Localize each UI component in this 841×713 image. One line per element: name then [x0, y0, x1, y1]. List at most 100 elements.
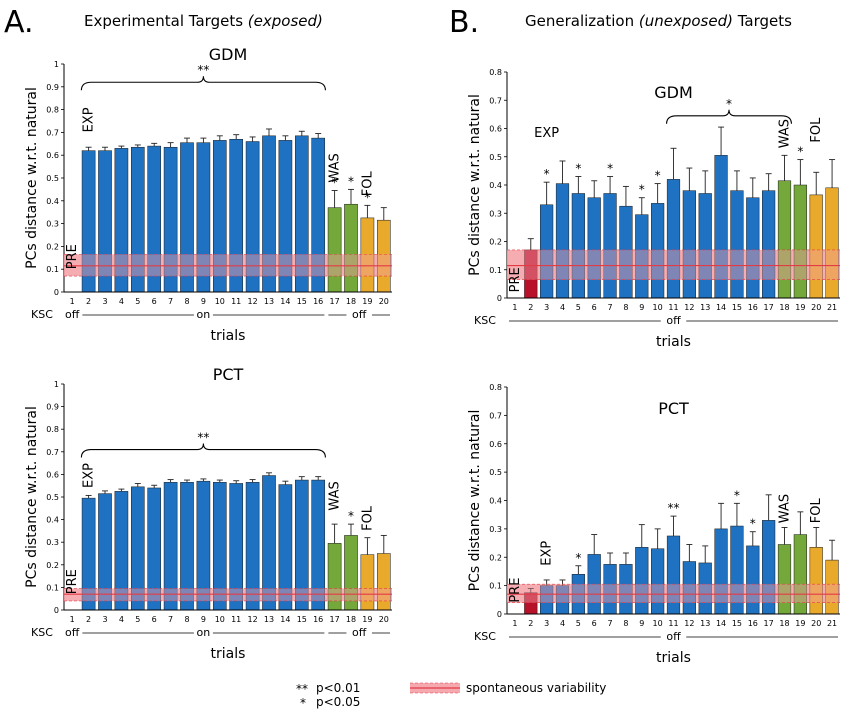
ksc-segment-label: off [666, 630, 681, 643]
x-tick-label: 17 [330, 615, 340, 624]
y-tick-label: 0 [54, 606, 59, 615]
x-tick-label: 9 [201, 615, 206, 624]
significance-star: * [797, 145, 803, 159]
ksc-segment-label: off [352, 626, 367, 639]
x-axis-label: trials [211, 328, 246, 344]
significance-star: * [575, 551, 581, 565]
y-tick-label: 0.5 [489, 468, 502, 477]
x-tick-label: 3 [544, 303, 549, 312]
panel-b-title: Generalization (unexposed) Targets [525, 12, 792, 30]
chart-title: GDM [654, 83, 693, 102]
y-tick-label: 0.9 [46, 403, 59, 412]
x-tick-label: 11 [668, 619, 678, 628]
condition-label-exp: EXP [82, 463, 97, 488]
x-tick-label: 8 [184, 615, 189, 624]
panel-b-letter: B. [449, 5, 479, 40]
x-tick-label: 17 [764, 619, 774, 628]
y-tick-label: 0.7 [46, 128, 59, 137]
x-tick-label: 4 [119, 297, 124, 306]
x-tick-label: 2 [528, 303, 533, 312]
x-tick-label: 11 [231, 615, 241, 624]
y-tick-label: 0.1 [489, 582, 502, 591]
x-tick-label: 20 [379, 297, 389, 306]
variability-band [64, 588, 392, 601]
y-axis-label: PCs distance w.r.t. natural [24, 406, 40, 588]
x-tick-label: 3 [102, 615, 107, 624]
bar-trial-11 [666, 179, 681, 299]
ksc-segment-label: off [666, 314, 681, 327]
y-tick-label: 0.3 [46, 220, 59, 229]
y-tick-label: 0 [497, 294, 502, 303]
x-tick-label: 3 [102, 297, 107, 306]
y-tick-label: 1 [54, 60, 59, 69]
x-tick-label: 17 [764, 303, 774, 312]
x-tick-label: 1 [512, 303, 517, 312]
y-tick-label: 1 [54, 380, 59, 389]
bar-trial-18 [344, 203, 358, 293]
x-tick-label: 16 [748, 303, 758, 312]
x-tick-label: 16 [748, 619, 758, 628]
x-tick-label: 8 [184, 297, 189, 306]
x-tick-label: 10 [215, 615, 225, 624]
x-tick-label: 12 [684, 303, 694, 312]
x-tick-label: 4 [119, 615, 124, 624]
significance-bracket [666, 109, 792, 124]
ksc-segment-label: off [352, 308, 367, 321]
significance-star: * [348, 509, 354, 523]
significance-star: * [348, 174, 354, 188]
y-tick-label: 0.2 [489, 238, 502, 247]
x-tick-label: 2 [86, 297, 91, 306]
bar-trial-5 [571, 193, 585, 299]
bar-trial-18 [777, 180, 792, 299]
chart-2: PCT 0 0.1 0.2 0.3 0.4 0.5 0.6 0.7 0.8 0.9 1 PCs dist… [24, 365, 392, 662]
significance-star: * [655, 169, 661, 183]
x-tick-label: 6 [152, 297, 157, 306]
x-tick-label: 6 [152, 615, 157, 624]
legend-sig2-mark: ** [296, 682, 308, 696]
bar-trial-15 [730, 190, 744, 299]
bar-trial-13 [698, 193, 712, 299]
x-tick-label: 7 [168, 297, 173, 306]
x-tick-label: 18 [346, 297, 356, 306]
significance-star: * [364, 190, 370, 204]
x-tick-label: 20 [811, 619, 821, 628]
bracket-star: ** [197, 63, 209, 77]
x-tick-label: 9 [201, 297, 206, 306]
x-tick-label: 1 [512, 619, 517, 628]
x-tick-label: 19 [795, 619, 805, 628]
x-tick-label: 4 [560, 303, 565, 312]
variability-band-overlay [507, 584, 840, 603]
y-tick-label: 0.7 [489, 411, 502, 420]
significance-star: * [575, 162, 581, 176]
chart-1: GDM 0 0.1 0.2 0.3 0.4 0.5 0.6 0.7 0.8 0.9 1 PCs dist… [24, 45, 392, 344]
y-tick-label: 0.8 [46, 106, 59, 115]
x-tick-label: 15 [297, 615, 307, 624]
ksc-label: KSC [474, 314, 496, 327]
y-tick-label: 0.8 [489, 68, 502, 77]
y-tick-label: 0.1 [46, 265, 59, 274]
y-tick-label: 0.9 [46, 83, 59, 92]
bar-trial-20 [809, 194, 823, 299]
x-tick-label: 2 [86, 615, 91, 624]
panel-a-title: Experimental Targets (exposed) [84, 12, 323, 30]
panel-b-title-tail: Targets [733, 12, 792, 30]
bar-trial-21 [825, 187, 839, 299]
bar-trial-18 [777, 544, 792, 615]
x-tick-label: 5 [135, 615, 140, 624]
panel-a-title-em: (exposed) [248, 12, 323, 30]
variability-band-overlay [507, 249, 840, 280]
y-tick-label: 0.1 [46, 583, 59, 592]
y-tick-label: 0.3 [489, 209, 502, 218]
x-tick-label: 6 [592, 303, 597, 312]
bar-trial-16 [746, 545, 760, 615]
x-tick-label: 19 [795, 303, 805, 312]
condition-label-exp: EXP [534, 126, 559, 141]
y-tick-label: 0.7 [46, 448, 59, 457]
panel-b-title-em: (unexposed) [639, 12, 733, 30]
ksc-segment-label: on [197, 308, 211, 321]
condition-label-pre: PRE [508, 578, 523, 603]
condition-label-was: WAS [778, 494, 793, 523]
variability-band-overlay [64, 588, 392, 601]
x-tick-label: 5 [576, 303, 581, 312]
